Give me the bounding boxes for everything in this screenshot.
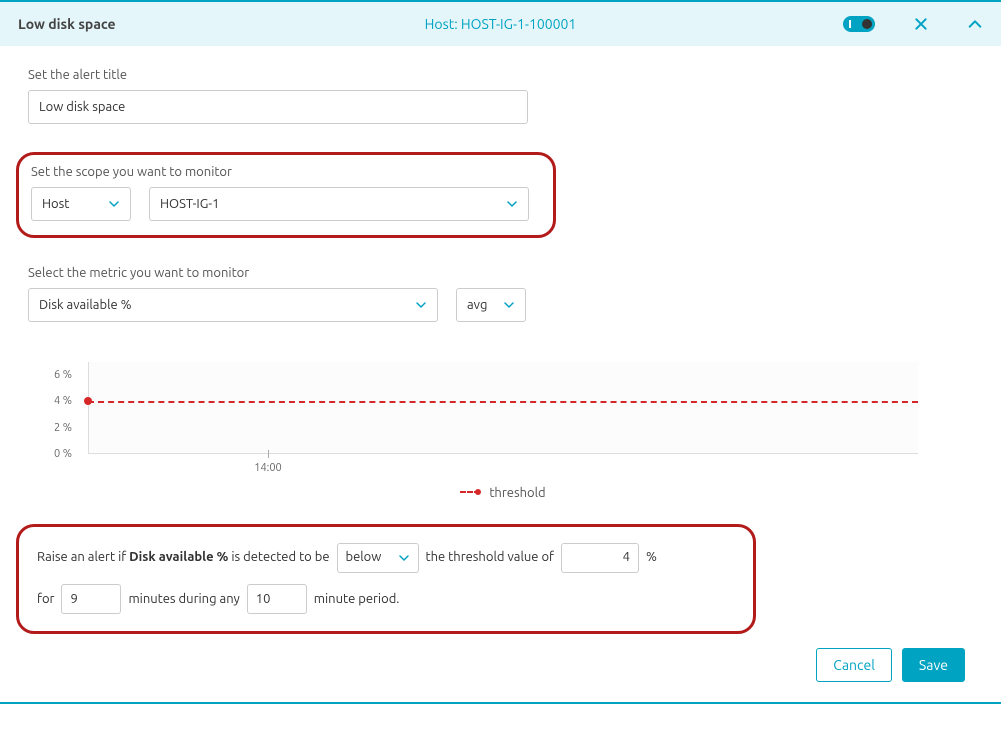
aggregation-select[interactable]: avg (456, 288, 526, 322)
collapse-icon[interactable] (967, 16, 983, 32)
header-host-label: Host: HOST-IG-1-100001 (425, 16, 577, 32)
chart-legend: threshold (88, 486, 918, 500)
chevron-down-icon (108, 198, 120, 210)
chevron-down-icon (398, 552, 410, 564)
x-tick-label: 14:00 (254, 462, 282, 474)
cancel-button[interactable]: Cancel (816, 648, 892, 682)
metric-select[interactable]: Disk available % (28, 288, 438, 322)
metric-label: Select the metric you want to monitor (28, 266, 973, 280)
y-tick-label: 4 % (54, 395, 72, 407)
scope-highlight: Set the scope you want to monitor Host H… (16, 152, 556, 238)
footer-actions: Cancel Save (28, 648, 973, 682)
metric-chart: 0 %2 %4 %6 %14:00 threshold (88, 362, 918, 500)
alert-title-section: Set the alert title Low disk space (28, 68, 973, 124)
threshold-input[interactable]: 4 (561, 543, 639, 573)
chevron-down-icon (503, 299, 515, 311)
close-icon[interactable] (913, 16, 929, 32)
save-button[interactable]: Save (902, 648, 965, 682)
chevron-down-icon (415, 299, 427, 311)
enable-toggle[interactable] (843, 16, 875, 32)
threshold-line (88, 401, 918, 403)
y-tick-label: 2 % (54, 422, 72, 434)
scope-type-select[interactable]: Host (31, 187, 131, 221)
alert-title-label: Set the alert title (28, 68, 973, 82)
x-tick (268, 450, 269, 458)
header-title: Low disk space (18, 16, 116, 32)
chart-plot[interactable] (88, 362, 918, 454)
y-tick-label: 6 % (54, 369, 72, 381)
condition-highlight: Raise an alert if Disk available % is de… (16, 524, 756, 634)
scope-value-select[interactable]: HOST-IG-1 (149, 187, 529, 221)
scope-label: Set the scope you want to monitor (31, 165, 541, 179)
threshold-swatch (460, 491, 480, 493)
period-input[interactable]: 10 (247, 584, 307, 614)
threshold-marker (84, 397, 92, 405)
chevron-down-icon (506, 198, 518, 210)
panel-header: Low disk space Host: HOST-IG-1-100001 (0, 2, 1001, 46)
condition-metric: Disk available % (129, 550, 228, 564)
y-tick-label: 0 % (54, 448, 72, 460)
duration-input[interactable]: 9 (61, 584, 121, 614)
comparator-select[interactable]: below (337, 543, 419, 573)
alert-config-panel: Low disk space Host: HOST-IG-1-100001 Se… (0, 0, 1001, 704)
alert-title-input[interactable]: Low disk space (28, 90, 528, 124)
metric-section: Select the metric you want to monitor Di… (28, 266, 973, 322)
